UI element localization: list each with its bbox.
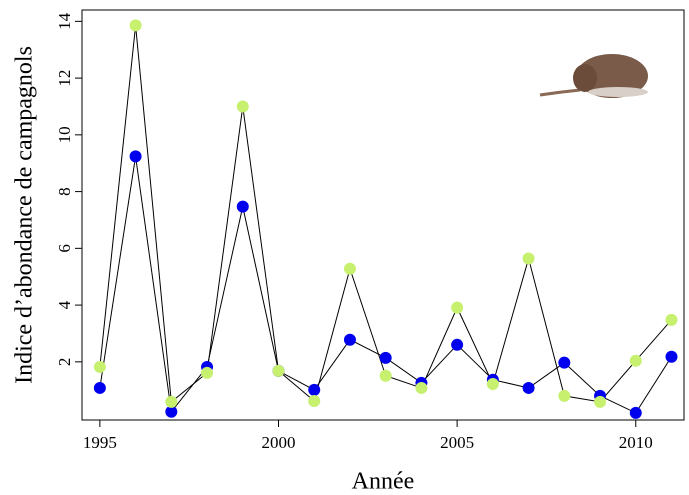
plot-frame xyxy=(81,9,685,421)
data-point xyxy=(451,301,464,314)
data-point xyxy=(201,366,214,379)
data-point xyxy=(415,381,428,394)
data-point xyxy=(343,333,356,346)
y-axis-title: Indice d’abondance de campagnols xyxy=(12,46,38,384)
y-tick-label: 6 xyxy=(55,244,74,253)
data-point xyxy=(308,394,321,407)
y-tick-label: 4 xyxy=(55,300,74,309)
x-axis-title: Année xyxy=(352,469,415,495)
data-point xyxy=(379,351,392,364)
data-point xyxy=(236,200,249,213)
data-point xyxy=(165,395,178,408)
y-tick-label: 14 xyxy=(55,12,74,30)
data-point xyxy=(558,389,571,402)
y-tick-label: 10 xyxy=(55,126,74,143)
data-point xyxy=(522,381,535,394)
data-point xyxy=(343,262,356,275)
data-point xyxy=(522,252,535,265)
y-tick-label: 12 xyxy=(55,70,74,87)
data-point xyxy=(486,377,499,390)
data-point xyxy=(129,150,142,163)
x-tick-label: 2005 xyxy=(440,433,474,452)
data-point xyxy=(665,313,678,326)
data-point xyxy=(308,383,321,396)
data-point xyxy=(558,356,571,369)
data-point xyxy=(629,406,642,419)
data-point xyxy=(451,338,464,351)
data-point xyxy=(236,100,249,113)
data-point xyxy=(93,381,106,394)
vole-picture xyxy=(539,54,648,98)
data-point xyxy=(93,360,106,373)
data-point xyxy=(129,19,142,32)
data-point xyxy=(379,369,392,382)
data-point xyxy=(594,395,607,408)
data-point xyxy=(165,405,178,418)
y-tick-label: 8 xyxy=(55,187,74,196)
x-tick-label: 2000 xyxy=(261,433,295,452)
data-point xyxy=(665,350,678,363)
y-tick-label: 2 xyxy=(55,358,74,367)
x-tick-label: 2010 xyxy=(619,433,653,452)
x-tick-label: 1995 xyxy=(83,433,117,452)
data-point xyxy=(272,364,285,377)
data-point xyxy=(629,354,642,367)
